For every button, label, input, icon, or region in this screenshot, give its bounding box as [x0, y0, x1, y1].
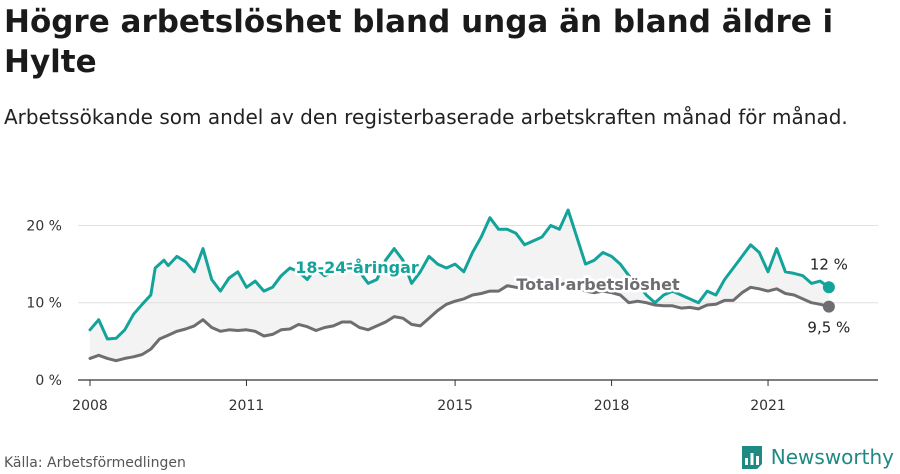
x-tick-label: 2018 [594, 398, 630, 414]
x-tick-label: 2011 [229, 398, 265, 414]
y-tick-label: 0 % [35, 373, 62, 389]
y-tick-label: 20 % [26, 218, 62, 234]
series-line-youth [88, 208, 831, 341]
series-end-marker-total [822, 300, 835, 313]
grid-layer: 0 % 10 % 20 % [26, 218, 878, 389]
end-value-label-total: 9,5 % [807, 319, 850, 337]
y-tick-label: 10 % [26, 296, 62, 312]
brand-logo: Newsworthy [740, 442, 894, 472]
x-tick-label: 2021 [750, 398, 786, 414]
series-name-label-youth: 18-24-åringar [295, 258, 419, 277]
newsworthy-logo-icon [741, 446, 762, 469]
brand-name: Newsworthy [770, 445, 894, 469]
end-value-label-youth: 12 % [810, 255, 848, 273]
series-name-label-total: Total arbetslöshet [516, 275, 680, 294]
chart-subtitle: Arbetssökande som andel av den registerb… [4, 105, 848, 129]
gap-band [90, 210, 829, 361]
series-line-total [88, 281, 831, 363]
label-layer: 12 % 9,5 % 18-24-åringar Total arbetslöshet [293, 255, 851, 337]
source-note: Källa: Arbetsförmedlingen [4, 455, 186, 471]
x-tick-label: 2015 [437, 398, 473, 414]
band-layer [90, 210, 829, 361]
series-layer [88, 208, 835, 363]
x-axis: 2008 2011 2015 2018 2021 [72, 379, 878, 414]
x-tick-label: 2008 [72, 398, 108, 414]
series-end-marker-youth [822, 281, 835, 294]
chart-title: Högre arbetslöshet bland unga än bland ä… [4, 4, 834, 80]
